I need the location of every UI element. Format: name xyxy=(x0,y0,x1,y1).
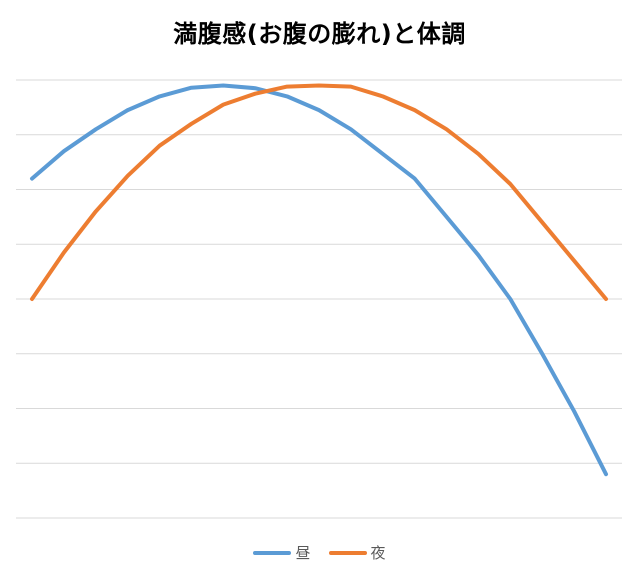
series-line-2 xyxy=(30,83,608,301)
legend-swatch-series-2 xyxy=(328,550,367,555)
series-line-1 xyxy=(30,83,608,477)
legend-label-series-2: 夜 xyxy=(370,544,386,562)
series-lines xyxy=(30,83,608,477)
legend-item-series-2: 夜 xyxy=(328,542,386,563)
legend: 昼 夜 xyxy=(0,542,639,563)
legend-label-series-1: 昼 xyxy=(295,544,311,562)
gridlines xyxy=(16,79,622,519)
legend-swatch-series-1 xyxy=(253,550,292,555)
legend-item-series-1: 昼 xyxy=(253,542,311,563)
chart-title: 満腹感(お腹の膨れ)と体調 xyxy=(173,20,466,48)
